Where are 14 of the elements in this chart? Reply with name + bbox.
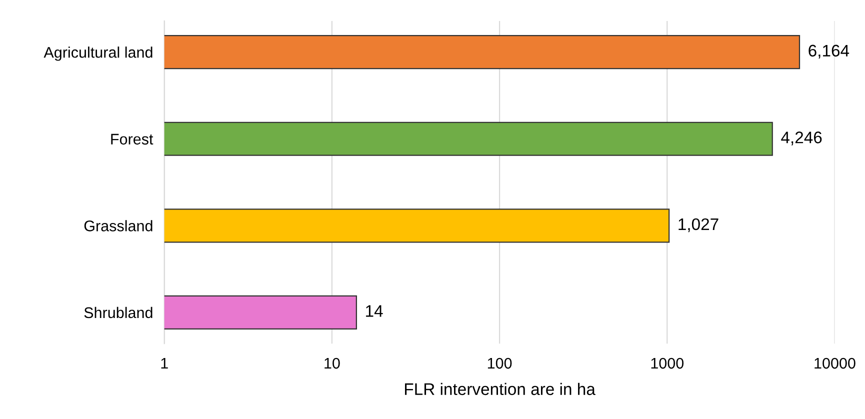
data-label: 6,164 xyxy=(808,44,850,59)
y-tick-label: Grassland xyxy=(84,220,152,232)
x-tick-label: 100 xyxy=(488,358,512,369)
data-label: 14 xyxy=(366,305,383,317)
data-label: 4,246 xyxy=(781,132,822,146)
x-tick-label: 1000 xyxy=(651,358,684,369)
y-tick-label: Agricultural land xyxy=(44,46,152,61)
y-tick-label: Forest xyxy=(111,134,154,145)
x-tick-label: 1 xyxy=(161,358,168,369)
data-label: 1,027 xyxy=(678,218,718,232)
y-tick-label: Shrubland xyxy=(84,306,152,318)
x-axis-title: FLR intervention are in ha xyxy=(405,382,596,396)
x-tick-label: 10000 xyxy=(814,358,856,369)
x-tick-label: 10 xyxy=(324,358,340,369)
